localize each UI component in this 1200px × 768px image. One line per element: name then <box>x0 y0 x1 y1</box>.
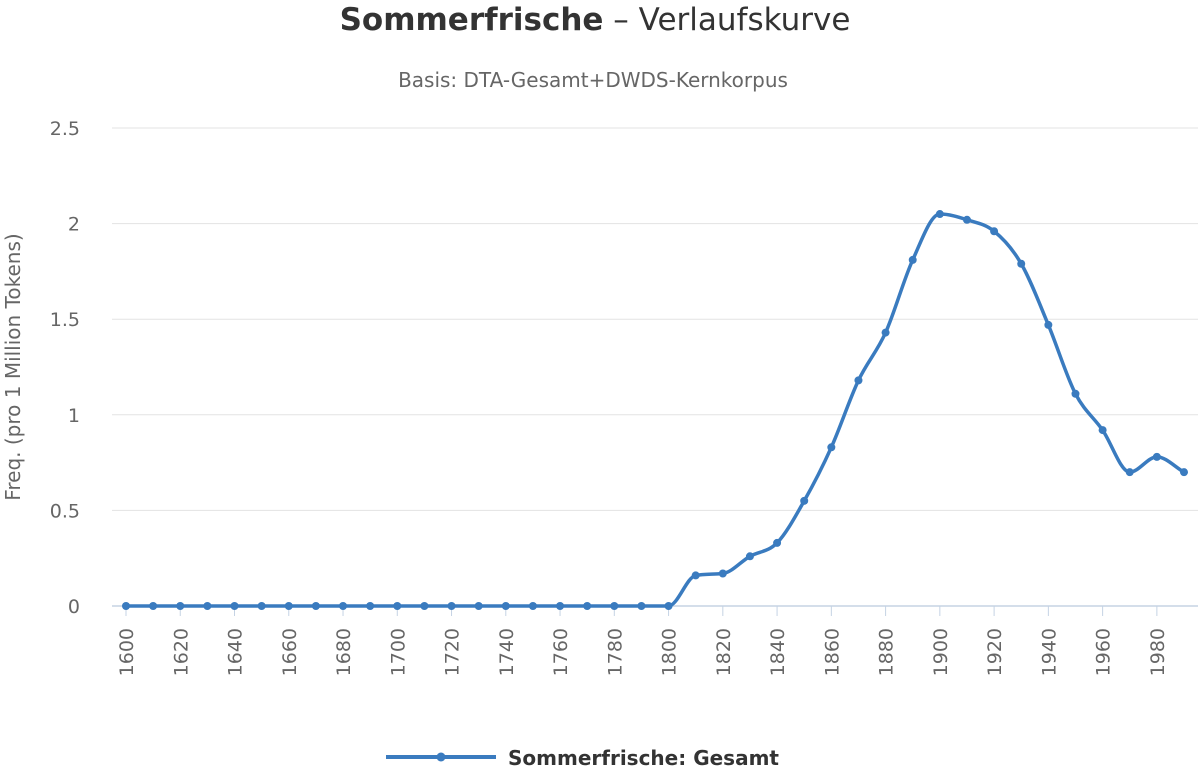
data-point[interactable] <box>935 210 944 219</box>
data-point[interactable] <box>528 602 537 610</box>
y-tick-label: 2.5 <box>50 118 80 140</box>
data-point[interactable] <box>420 602 429 610</box>
data-point[interactable] <box>447 602 456 610</box>
series-line <box>124 212 1186 608</box>
data-point[interactable] <box>1125 468 1134 477</box>
data-point[interactable] <box>773 538 782 547</box>
x-tick-label: 1920 <box>984 628 1006 676</box>
x-tick-label: 1800 <box>659 628 681 676</box>
x-tick-label: 1760 <box>550 628 572 676</box>
data-point[interactable] <box>1017 259 1026 268</box>
data-point[interactable] <box>1152 452 1161 461</box>
x-tick-label: 1900 <box>930 628 952 676</box>
data-point[interactable] <box>149 602 158 610</box>
data-point[interactable] <box>366 602 375 610</box>
x-tick-label: 1700 <box>387 628 409 676</box>
x-tick-label: 1640 <box>225 628 247 676</box>
y-axis-label: Freq. (pro 1 Million Tokens) <box>1 233 25 500</box>
data-point[interactable] <box>908 255 917 264</box>
data-point[interactable] <box>1044 320 1053 329</box>
x-tick-label: 1680 <box>333 628 355 676</box>
data-point[interactable] <box>176 602 185 610</box>
x-tick-label: 1840 <box>767 628 789 676</box>
data-point[interactable] <box>827 443 836 452</box>
x-tick-label: 1880 <box>876 628 898 676</box>
data-point[interactable] <box>257 602 266 610</box>
data-point[interactable] <box>691 571 700 580</box>
data-point[interactable] <box>230 602 239 610</box>
y-tick-label: 0 <box>68 596 80 618</box>
x-tick-label: 1600 <box>116 628 138 676</box>
data-point[interactable] <box>311 602 320 610</box>
x-tick-label: 1940 <box>1038 628 1060 676</box>
data-point[interactable] <box>339 602 348 610</box>
x-tick-label: 1820 <box>713 628 735 676</box>
x-tick-label: 1720 <box>442 628 464 676</box>
y-tick-label: 1.5 <box>50 309 80 331</box>
data-point[interactable] <box>556 602 565 610</box>
data-point[interactable] <box>501 602 510 610</box>
legend[interactable]: Sommerfrische: Gesamt <box>386 746 779 768</box>
data-point[interactable] <box>1098 426 1107 435</box>
data-point[interactable] <box>990 227 999 236</box>
data-point[interactable] <box>583 602 592 610</box>
chart-subtitle: Basis: DTA-Gesamt+DWDS-Kernkorpus <box>398 68 788 92</box>
data-point[interactable] <box>610 602 619 610</box>
data-point[interactable] <box>854 376 863 385</box>
x-tick-label: 1980 <box>1147 628 1169 676</box>
data-point[interactable] <box>1180 468 1188 477</box>
data-point[interactable] <box>393 602 402 610</box>
x-tick-label: 1620 <box>170 628 192 676</box>
data-point[interactable] <box>962 215 971 224</box>
data-point[interactable] <box>745 552 754 561</box>
grid <box>112 127 1198 607</box>
x-tick-label: 1780 <box>604 628 626 676</box>
series <box>122 210 1188 610</box>
data-point[interactable] <box>637 602 646 610</box>
data-point[interactable] <box>664 602 673 610</box>
data-point[interactable] <box>881 328 890 337</box>
legend-label: Sommerfrische: Gesamt <box>508 746 779 768</box>
data-point[interactable] <box>122 602 130 610</box>
data-point[interactable] <box>1071 389 1080 398</box>
y-tick-label: 2 <box>68 214 80 236</box>
x-axis-ticks: 1600 1620 1640 1660 1680 1700 1720 1740 1760 1780… <box>116 606 1169 676</box>
chart-title: Sommerfrische – Verlaufskurve <box>340 2 851 38</box>
y-axis-ticks: 0 0.5 1 1.5 2 2.5 <box>50 118 80 618</box>
x-tick-label: 1860 <box>821 628 843 676</box>
x-tick-label: 1740 <box>496 628 518 676</box>
y-tick-label: 0.5 <box>50 500 80 522</box>
data-point[interactable] <box>284 602 293 610</box>
data-point[interactable] <box>203 602 212 610</box>
data-point[interactable] <box>800 496 809 505</box>
y-tick-label: 1 <box>68 405 80 427</box>
data-point[interactable] <box>474 602 483 610</box>
x-tick-label: 1660 <box>279 628 301 676</box>
x-tick-label: 1960 <box>1093 628 1115 676</box>
data-point[interactable] <box>718 569 727 578</box>
legend-swatch-marker <box>436 752 446 762</box>
chart-title-main: Sommerfrische <box>340 2 604 38</box>
chart-title-suffix: – Verlaufskurve <box>603 2 850 38</box>
